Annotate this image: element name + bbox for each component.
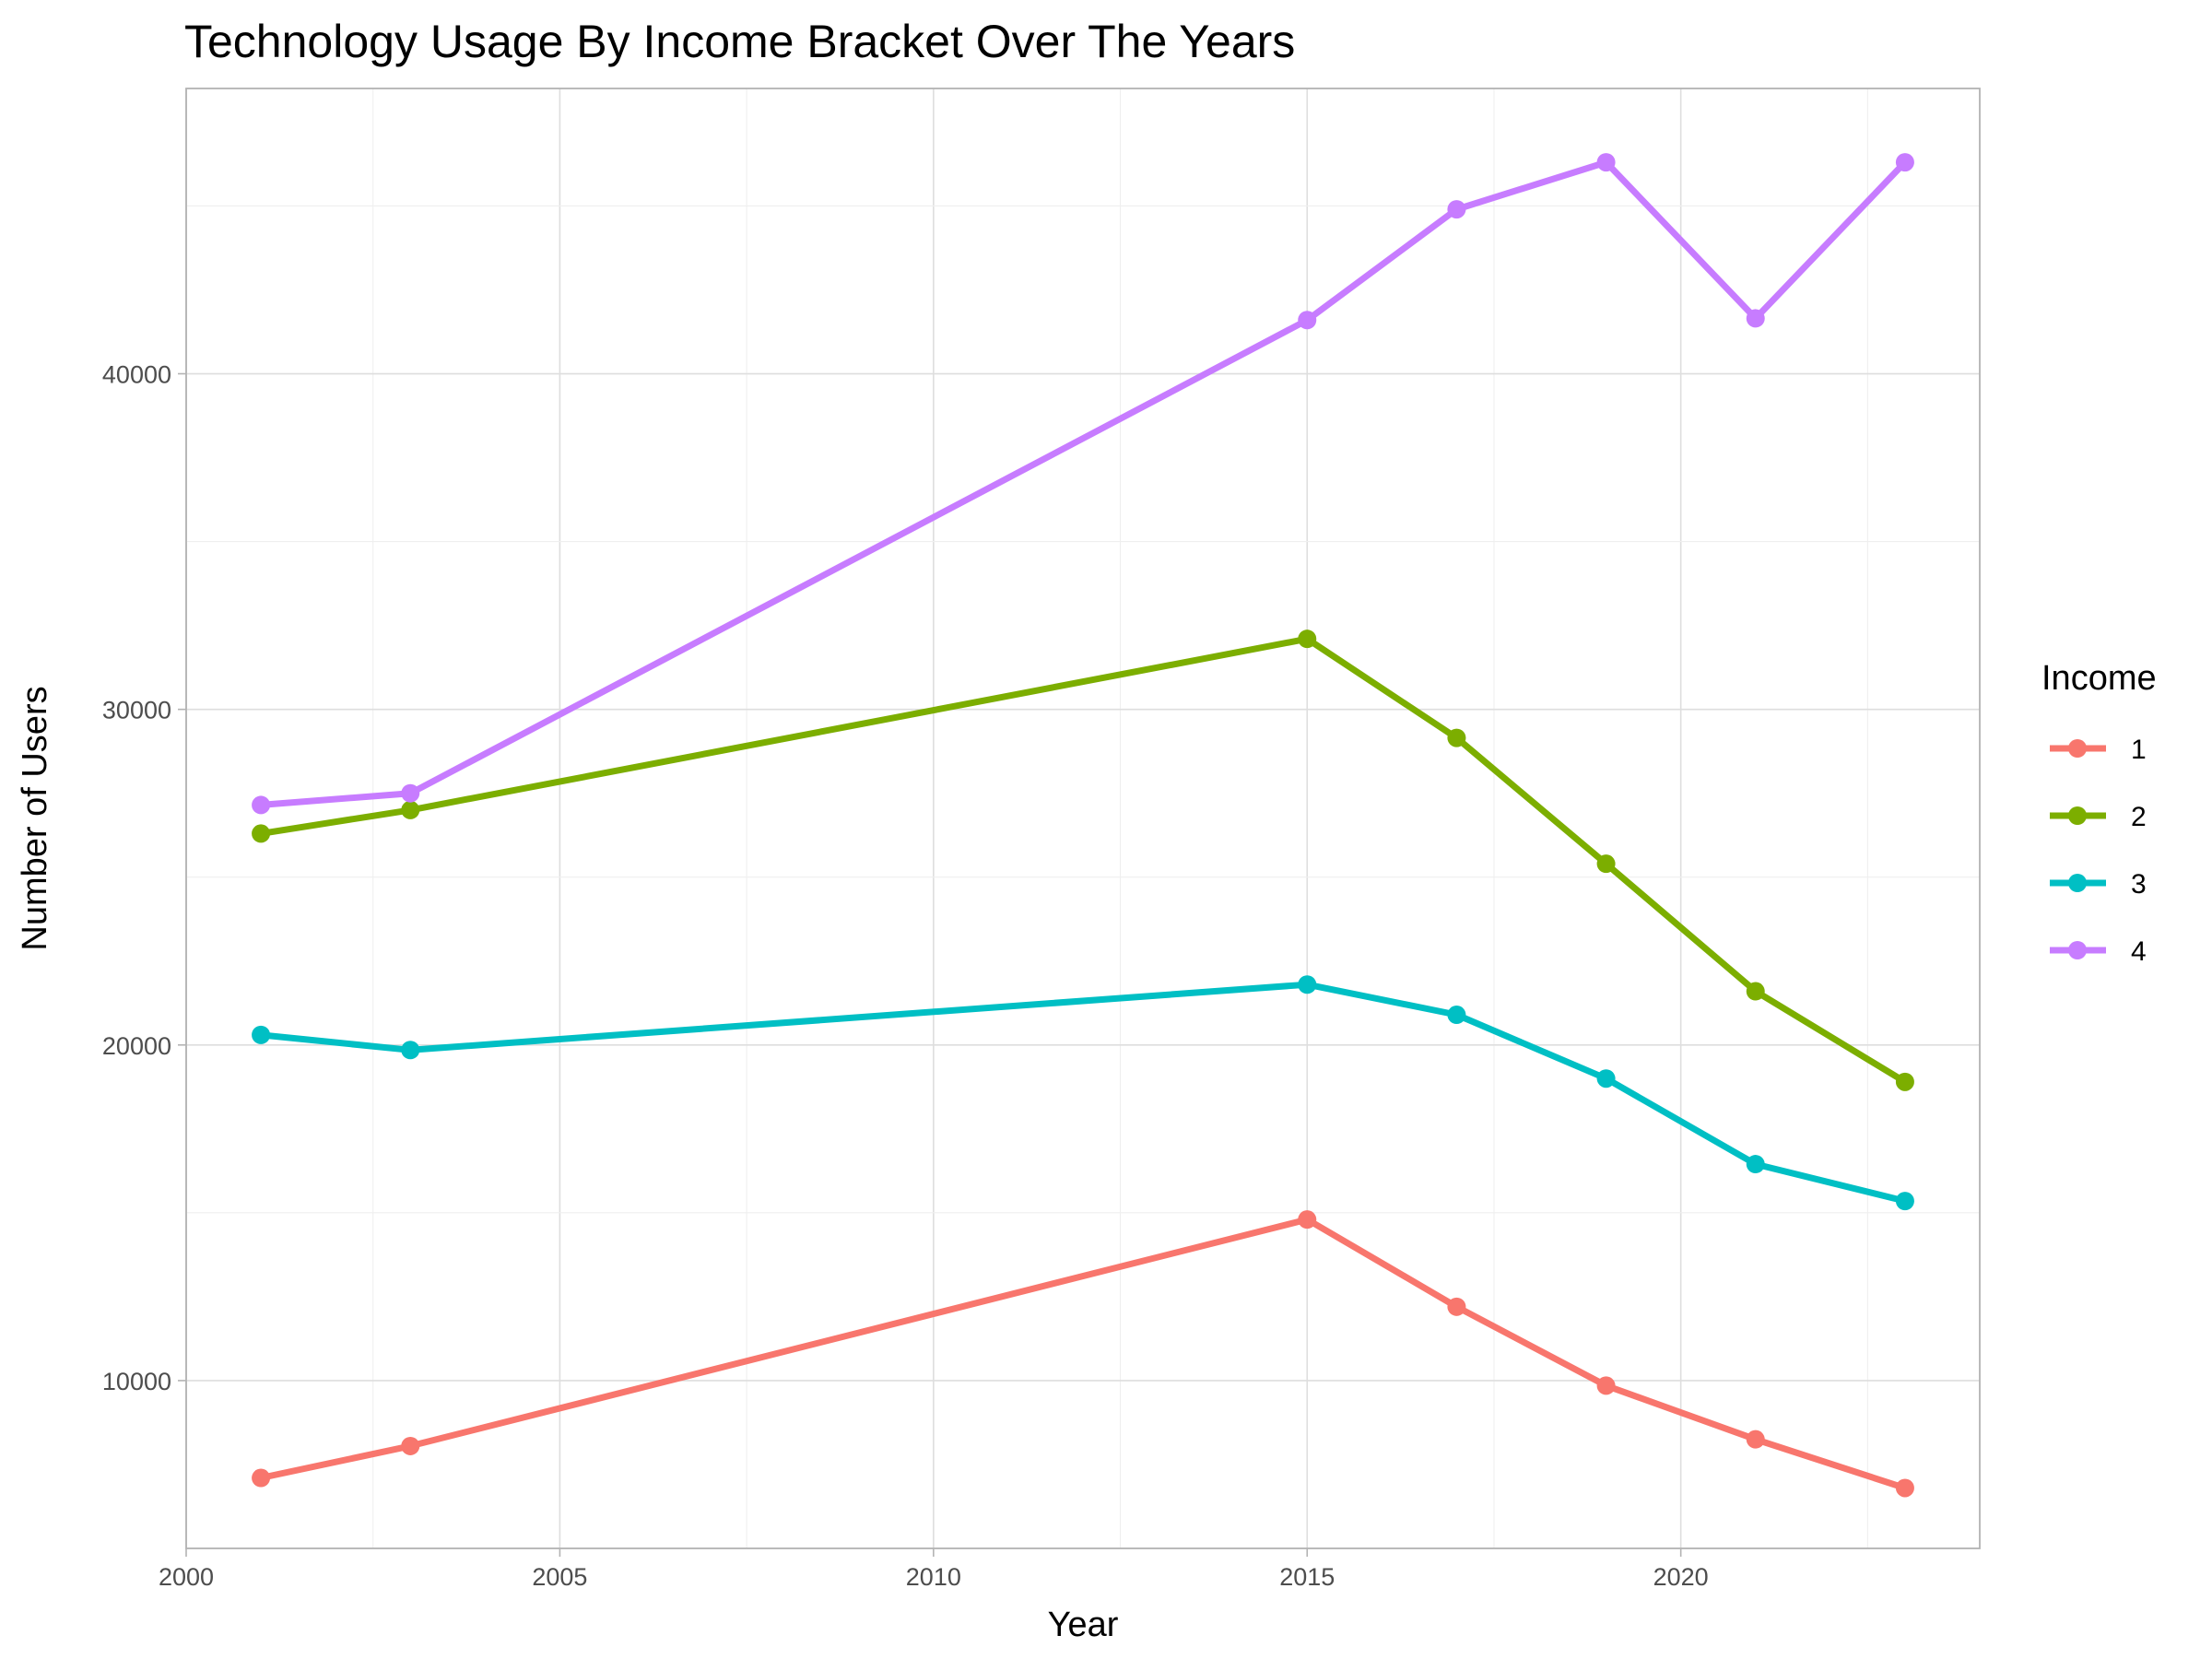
data-point [401,1041,420,1060]
legend-title: Income [2041,659,2157,698]
grid [185,88,1980,1548]
data-point [1298,1210,1317,1230]
legend-item-4: 4 [2050,936,2147,967]
series-2 [252,629,1914,1091]
data-point [252,1025,271,1044]
data-point [1895,1072,1914,1091]
series-line-1 [260,1216,1906,1491]
series-line-3 [260,981,1906,1205]
legend-key-point [2068,739,2087,758]
data-point [1298,629,1317,649]
plot-panel-border [185,88,1981,1549]
data-point [1298,311,1317,330]
data-point [1746,309,1765,328]
data-point [1596,153,1616,172]
data-point [252,824,271,843]
legend-label: 1 [2131,735,2147,765]
data-point [1895,1192,1914,1211]
legend-label: 3 [2131,869,2147,900]
x-tick-label: 2010 [906,1563,961,1591]
legend-label: 2 [2131,802,2147,832]
legend-key-point [2068,806,2087,825]
data-point [1596,1069,1616,1088]
series-line-4 [260,159,1908,808]
data-point [1895,153,1914,172]
x-axis-title: Year [1048,1606,1119,1644]
y-tick-label: 30000 [102,697,171,724]
legend-item-2: 2 [2050,802,2147,832]
data-point [1447,728,1466,747]
data-point [1447,200,1466,219]
data-point [1447,1297,1466,1316]
series-3 [252,975,1914,1211]
legend-label: 4 [2131,936,2147,967]
x-tick-label: 2015 [1279,1563,1335,1591]
data-point [1895,1478,1914,1498]
x-tick-label: 2000 [159,1563,214,1591]
series-1 [252,1210,1914,1498]
data-point [1746,982,1765,1001]
y-tick-label: 40000 [102,361,171,389]
data-point [1746,1155,1765,1174]
chart-title: Technology Usage By Income Bracket Over … [184,16,1295,67]
data-point [401,783,420,803]
legend-key-point [2068,874,2087,892]
y-axis-title: Number of Users [16,686,54,950]
data-point [1746,1430,1765,1449]
data-point [1298,975,1317,994]
y-tick-label: 20000 [102,1032,171,1060]
data-point [252,1468,271,1488]
legend-key-point [2068,941,2087,959]
y-tick-label: 10000 [102,1368,171,1395]
legend-item-3: 3 [2050,869,2147,900]
x-tick-label: 2005 [532,1563,587,1591]
data-point [1596,1376,1616,1395]
legend-item-1: 1 [2050,735,2147,765]
data-point [401,1436,420,1455]
legend: Income 1 2 3 4 [2041,659,2157,967]
series-line-2 [260,635,1907,1085]
data-point [1447,1006,1466,1025]
data-point [1596,854,1616,874]
series-4 [252,153,1914,815]
data-point [401,800,420,819]
data-point [252,795,271,815]
series-layer [252,153,1914,1498]
x-tick-label: 2020 [1653,1563,1709,1591]
axis-ticks: 2000 2005 2010 2015 2020 10000 20000 30000 40000 [102,361,1709,1591]
